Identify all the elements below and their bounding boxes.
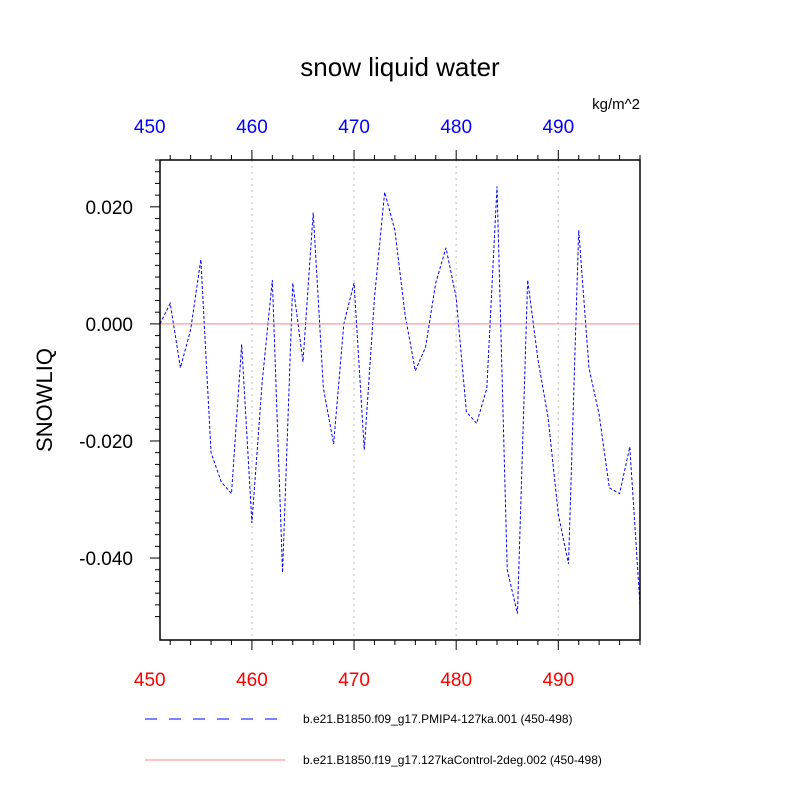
- y-tick-label-2: -0.020: [79, 432, 133, 453]
- legend-label-2: b.e21.B1850.f19_g17.127kaControl-2deg.00…: [303, 753, 602, 767]
- y-tick-label-1: 0.000: [85, 315, 133, 336]
- y-axis-label: SNOWLIQ: [32, 348, 57, 452]
- x-tick-label-bottom-490: 490: [542, 670, 574, 691]
- x-tick-label-top-480: 480: [440, 117, 472, 138]
- x-tick-label-bottom-450: 450: [134, 670, 166, 691]
- x-tick-label-bottom-470: 470: [338, 670, 370, 691]
- plot-frame: [159, 159, 641, 641]
- x-tick-label-top-470: 470: [338, 117, 370, 138]
- x-tick-label-bottom-460: 460: [236, 670, 268, 691]
- series-layer: [159, 186, 641, 614]
- axis-ticks: [150, 150, 641, 650]
- legend-label-1: b.e21.B1850.f09_g17.PMIP4-127ka.001 (450…: [303, 712, 573, 726]
- x-tick-label-top-450: 450: [134, 117, 166, 138]
- tick-labels: 450 450 460 460 470 470 480 480 490 490 0.020 0.000…: [79, 117, 574, 691]
- y-tick-label-0: 0.020: [85, 198, 133, 219]
- chart-title: snow liquid water: [300, 52, 500, 82]
- series-line-1: [159, 186, 641, 614]
- grid-lines: [251, 160, 559, 640]
- legend: b.e21.B1850.f09_g17.PMIP4-127ka.001 (450…: [145, 712, 602, 767]
- x-tick-label-bottom-480: 480: [440, 670, 472, 691]
- y-tick-label-3: -0.040: [79, 549, 133, 570]
- units-label: kg/m^2: [592, 96, 640, 113]
- x-tick-label-top-460: 460: [236, 117, 268, 138]
- x-tick-label-top-490: 490: [542, 117, 574, 138]
